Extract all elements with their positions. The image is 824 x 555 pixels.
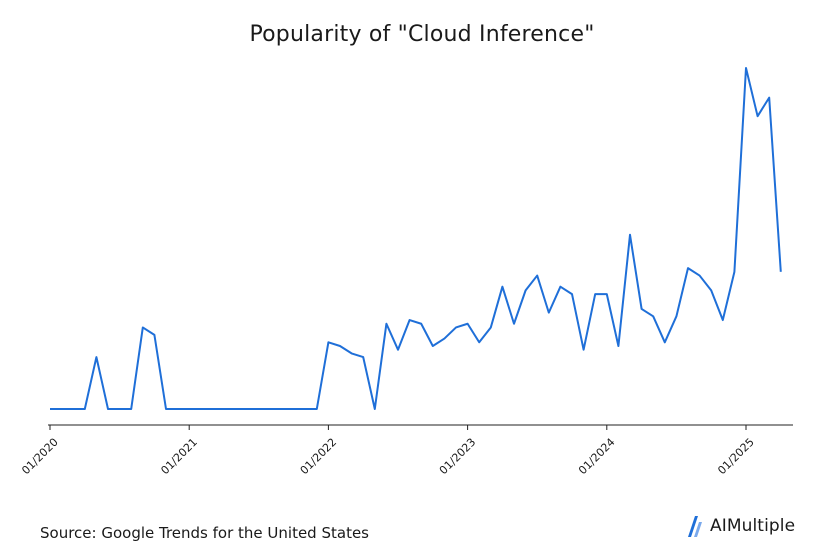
x-tick-label: 01/2024 [576, 436, 618, 478]
series-layer [50, 67, 782, 410]
brand-logo: AIMultiple [686, 512, 795, 540]
x-tick-label: 01/2020 [19, 436, 61, 478]
x-axis [48, 424, 793, 430]
x-tick-labels: 01/2020 01/2021 01/2022 01/2023 01/2024 01/20… [19, 436, 757, 478]
x-tick-label: 01/2021 [158, 436, 200, 478]
chart-title: Popularity of "Cloud Inference" [249, 22, 595, 47]
brand-name: AIMultiple [710, 516, 796, 536]
x-tick-label: 01/2025 [715, 436, 757, 478]
x-tick-label: 01/2023 [437, 436, 479, 478]
series-line [50, 67, 782, 410]
x-tick-label: 01/2022 [298, 436, 340, 478]
source-note: Source: Google Trends for the United Sta… [40, 524, 369, 542]
aimultiple-logo-icon [688, 516, 702, 537]
